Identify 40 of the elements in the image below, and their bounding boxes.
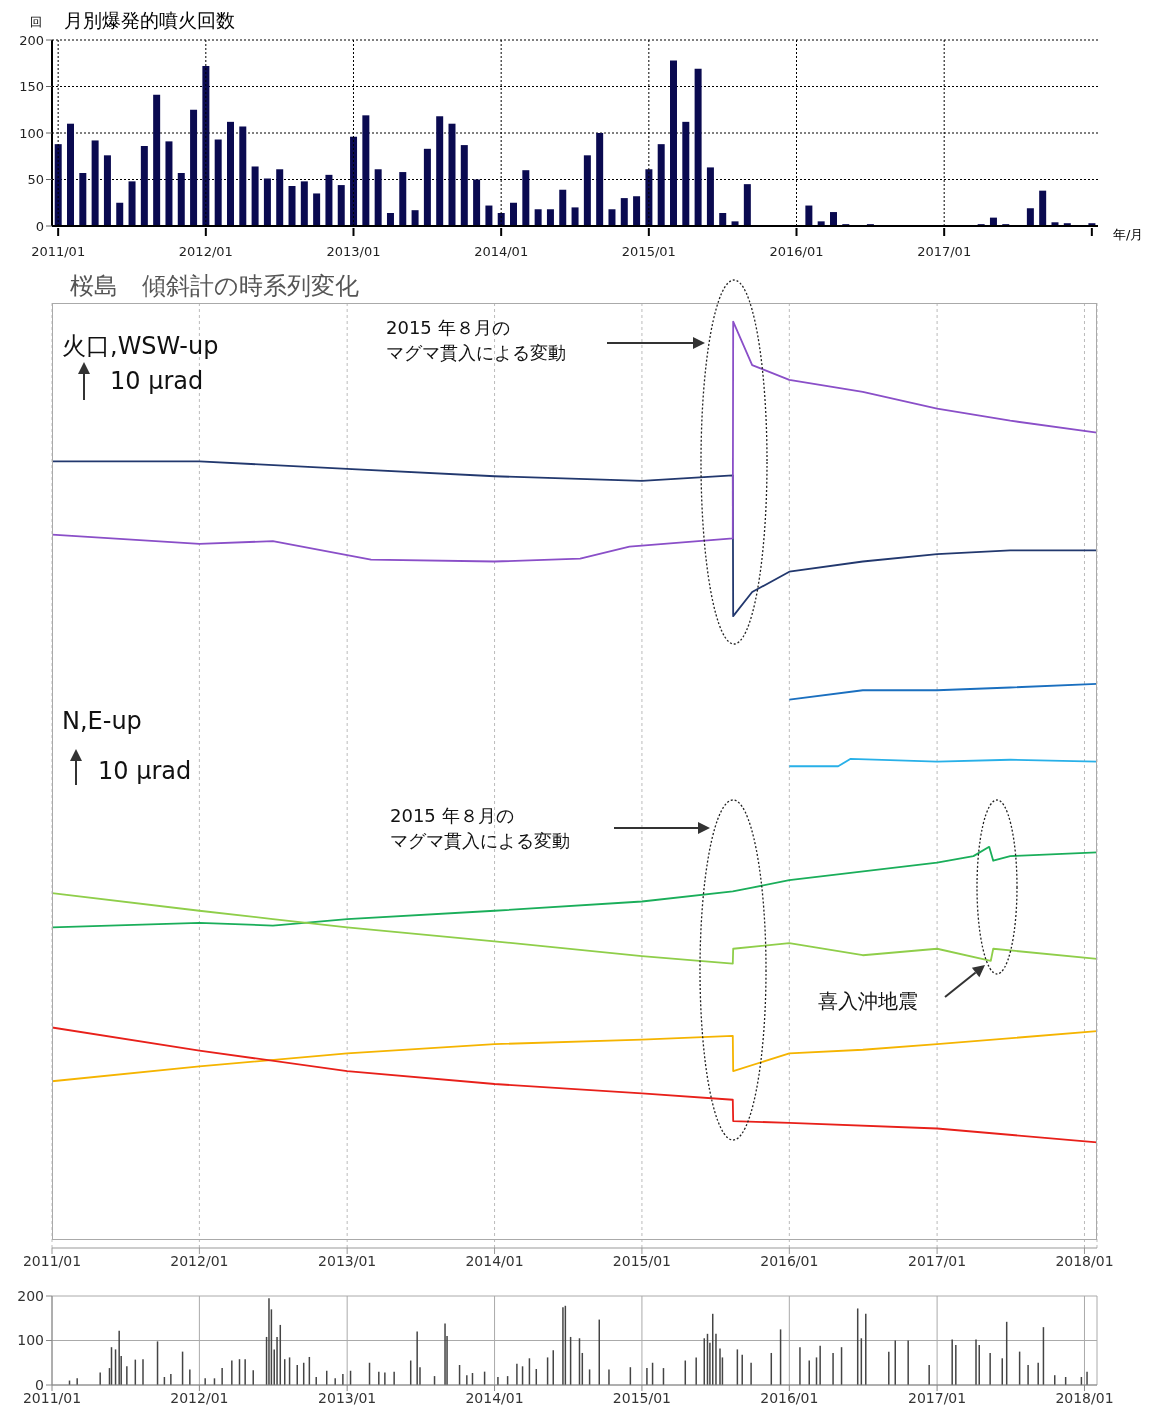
annotation: N,E-up xyxy=(62,706,142,737)
x-tick-label: 2016/01 xyxy=(760,1389,819,1406)
y-tick-label: 200 xyxy=(19,32,44,48)
x-tick-label: 2015/01 xyxy=(621,244,676,259)
x-tick-label: 2011/01 xyxy=(22,1252,82,1269)
x-tick-label: 2015/01 xyxy=(612,1389,672,1406)
y-tick-label: 100 xyxy=(17,1332,44,1349)
x-tick-label: 2013/01 xyxy=(318,1252,377,1269)
x-tick-label: 2013/01 xyxy=(326,244,381,259)
annotation: 2015 年８月のマグマ貫入による変動 xyxy=(390,804,570,854)
x-tick-label: 2014/01 xyxy=(465,1389,524,1406)
y-axis-title: 回 xyxy=(30,14,42,31)
chart-title: 月別爆発的噴火回数 xyxy=(64,8,235,33)
x-tick-label: 2017/01 xyxy=(908,1252,967,1269)
y-tick-label: 200 xyxy=(17,1287,44,1304)
annotation: 火口,WSW-up xyxy=(62,331,219,362)
annotation: 喜入沖地震 xyxy=(818,988,918,1015)
annotation: 10 μrad xyxy=(98,756,192,787)
x-tick-label: 2012/01 xyxy=(170,1252,229,1269)
chart-title: 桜島 傾斜計の時系列変化 xyxy=(70,271,359,302)
annotation: 2015 年８月のマグマ貫入による変動 xyxy=(386,316,566,366)
x-tick-label: 2016/01 xyxy=(769,244,824,259)
x-axis-title: 年/月 xyxy=(1113,226,1144,244)
y-tick-label: 100 xyxy=(19,125,44,141)
x-tick-label: 2012/01 xyxy=(178,244,233,259)
x-tick-label: 2014/01 xyxy=(474,244,529,259)
x-tick-label: 2017/01 xyxy=(917,244,972,259)
x-tick-label: 2016/01 xyxy=(760,1252,819,1269)
x-tick-label: 2015/01 xyxy=(612,1252,672,1269)
x-tick-label: 2011/01 xyxy=(31,244,86,259)
x-tick-label: 2018/01 xyxy=(1055,1389,1114,1406)
y-tick-label: 50 xyxy=(27,172,44,188)
x-tick-label: 2012/01 xyxy=(170,1389,229,1406)
x-tick-label: 2018/01 xyxy=(1055,1252,1114,1269)
y-tick-label: 0 xyxy=(35,218,44,234)
x-tick-label: 2013/01 xyxy=(318,1389,377,1406)
annotation: 10 μrad xyxy=(110,366,204,397)
x-tick-label: 2017/01 xyxy=(908,1389,967,1406)
x-tick-label: 2014/01 xyxy=(465,1252,524,1269)
y-tick-label: 150 xyxy=(19,79,44,95)
